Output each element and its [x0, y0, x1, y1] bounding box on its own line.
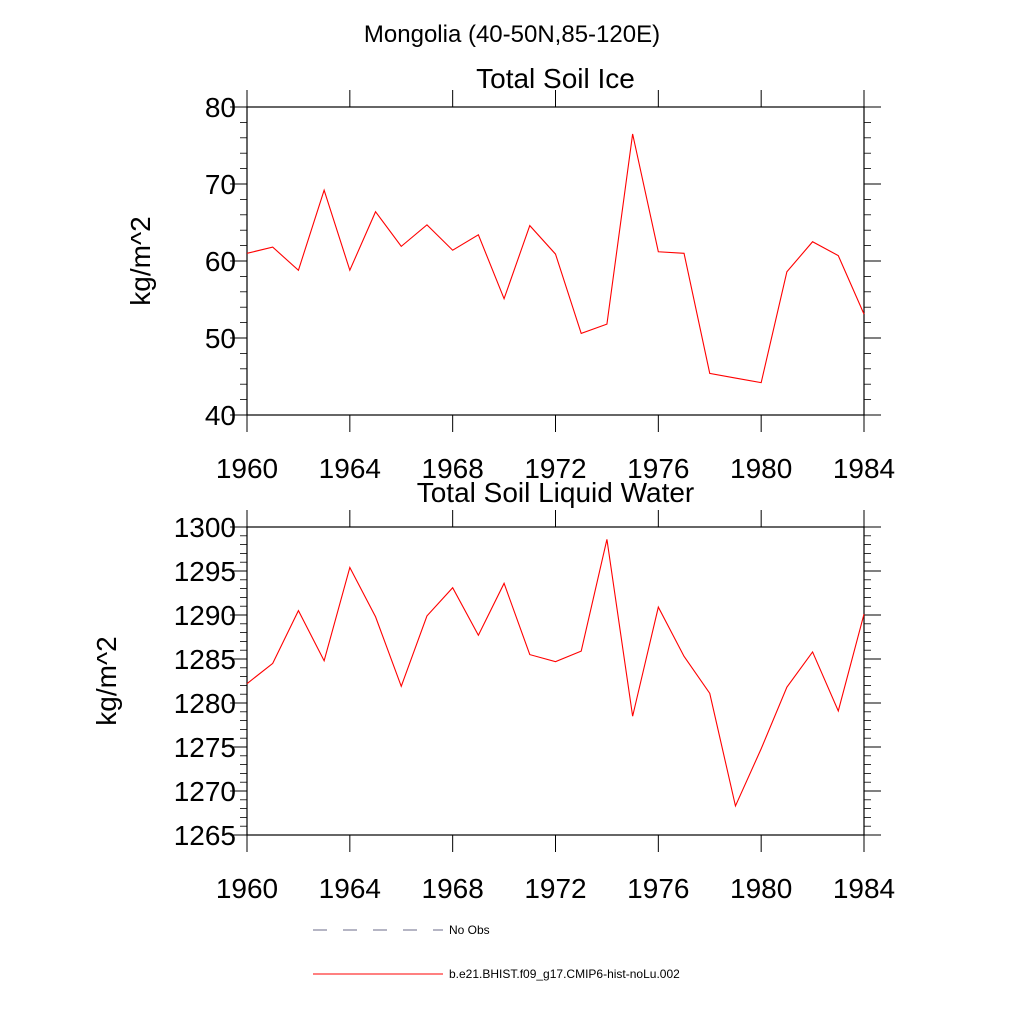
panel-title: Total Soil Liquid Water: [417, 477, 695, 508]
data-point: [272, 663, 273, 664]
y-tick-label: 1270: [174, 776, 236, 807]
x-tick-label: 1964: [319, 873, 381, 904]
data-point: [838, 710, 839, 711]
data-point: [401, 246, 402, 247]
data-point: [863, 314, 864, 315]
x-tick-label: 1976: [627, 453, 689, 484]
data-point: [324, 660, 325, 661]
data-point: [555, 253, 556, 254]
x-tick-label: 1980: [730, 453, 792, 484]
data-point: [298, 610, 299, 611]
y-axis-label: kg/m^2: [91, 636, 122, 725]
data-point: [606, 324, 607, 325]
y-tick-label: 80: [205, 92, 236, 123]
data-point: [812, 651, 813, 652]
data-point: [658, 251, 659, 252]
data-point: [735, 805, 736, 806]
y-tick-label: 1280: [174, 688, 236, 719]
data-point: [503, 298, 504, 299]
data-point: [761, 748, 762, 749]
data-point: [478, 635, 479, 636]
x-tick-label: 1984: [833, 873, 895, 904]
x-tick-label: 1964: [319, 453, 381, 484]
data-point: [709, 373, 710, 374]
y-tick-label: 40: [205, 400, 236, 431]
legend-item: b.e21.BHIST.f09_g17.CMIP6-hist-noLu.002: [313, 967, 680, 981]
chart-panel-1: Total Soil Ice kg/m^2 40 50 60 70 80 1960 1964 19…: [125, 63, 895, 484]
data-point: [581, 333, 582, 334]
data-point: [812, 241, 813, 242]
plot-frame: [246, 106, 865, 416]
data-point: [503, 583, 504, 584]
data-point: [349, 567, 350, 568]
data-point: [581, 650, 582, 651]
x-tick-label: 1976: [627, 873, 689, 904]
data-point: [401, 686, 402, 687]
data-point: [324, 190, 325, 191]
data-point: [761, 382, 762, 383]
data-point: [375, 616, 376, 617]
plot-frame: [246, 526, 865, 836]
y-tick-label: 1295: [174, 556, 236, 587]
data-point: [349, 270, 350, 271]
legend-label: No Obs: [449, 923, 490, 937]
x-tick-label: 1980: [730, 873, 792, 904]
data-point: [683, 253, 684, 254]
data-point: [452, 250, 453, 251]
y-tick-label: 60: [205, 246, 236, 277]
data-point: [658, 606, 659, 607]
y-tick-label: 1285: [174, 644, 236, 675]
x-tick-label: 1960: [216, 873, 278, 904]
x-tick-label: 1960: [216, 453, 278, 484]
x-tick-label: 1984: [833, 453, 895, 484]
data-point: [272, 247, 273, 248]
chart-panels: Total Soil Ice kg/m^2 40 50 60 70 80 1960 1964 19…: [91, 63, 895, 904]
data-point: [683, 656, 684, 657]
data-point: [735, 377, 736, 378]
data-point: [426, 615, 427, 616]
series-line: [246, 539, 865, 808]
data-point: [246, 253, 247, 254]
legend-item: No Obs: [313, 923, 490, 937]
data-point: [478, 234, 479, 235]
figure-title: Mongolia (40-50N,85-120E): [364, 21, 660, 48]
data-point: [709, 693, 710, 694]
y-tick-label: 1290: [174, 600, 236, 631]
y-tick-label: 1275: [174, 732, 236, 763]
legend: No Obs b.e21.BHIST.f09_g17.CMIP6-hist-noL…: [313, 923, 680, 981]
data-point: [786, 687, 787, 688]
data-point: [555, 661, 556, 662]
data-point: [529, 225, 530, 226]
x-tick-label: 1968: [422, 873, 484, 904]
data-point: [606, 539, 607, 540]
data-point: [246, 683, 247, 684]
series-line: [246, 133, 865, 384]
data-point: [863, 614, 864, 615]
data-point: [298, 270, 299, 271]
data-point: [529, 654, 530, 655]
x-tick-label: 1972: [524, 873, 586, 904]
data-point: [786, 271, 787, 272]
x-tick-label: 1972: [524, 453, 586, 484]
y-axis-label: kg/m^2: [125, 216, 156, 305]
y-tick-label: 50: [205, 323, 236, 354]
data-point: [632, 133, 633, 134]
y-tick-label: 1300: [174, 512, 236, 543]
chart-panel-2: Total Soil Liquid Water kg/m^2 1265 1270 127…: [91, 477, 895, 904]
panel-title: Total Soil Ice: [476, 63, 635, 94]
data-point: [838, 255, 839, 256]
legend-label: b.e21.BHIST.f09_g17.CMIP6-hist-noLu.002: [449, 967, 680, 981]
x-tick-label: 1968: [422, 453, 484, 484]
y-tick-label: 1265: [174, 820, 236, 851]
data-point: [426, 224, 427, 225]
data-point: [632, 716, 633, 717]
data-point: [452, 587, 453, 588]
data-point: [375, 211, 376, 212]
y-tick-label: 70: [205, 169, 236, 200]
